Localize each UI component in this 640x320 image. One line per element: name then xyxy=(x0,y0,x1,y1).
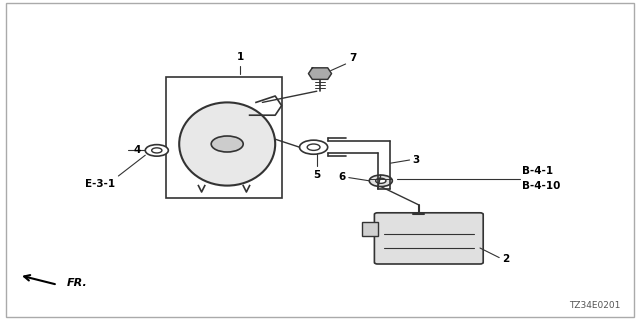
FancyBboxPatch shape xyxy=(374,213,483,264)
Text: TZ34E0201: TZ34E0201 xyxy=(570,301,621,310)
Bar xyxy=(362,222,378,236)
Text: 7: 7 xyxy=(349,53,356,63)
Text: 3: 3 xyxy=(413,155,420,165)
Polygon shape xyxy=(308,68,332,79)
Circle shape xyxy=(145,145,168,156)
Circle shape xyxy=(307,144,320,150)
Text: E-3-1: E-3-1 xyxy=(85,179,115,189)
Bar xyxy=(166,77,282,198)
Circle shape xyxy=(369,175,392,187)
Text: B-4-10: B-4-10 xyxy=(522,180,560,191)
Circle shape xyxy=(376,178,386,183)
Text: 1: 1 xyxy=(236,52,244,62)
Ellipse shape xyxy=(179,102,275,186)
Text: 4: 4 xyxy=(133,145,141,156)
Text: FR.: FR. xyxy=(67,278,88,288)
Circle shape xyxy=(300,140,328,154)
Text: 2: 2 xyxy=(502,254,509,264)
Circle shape xyxy=(211,136,243,152)
Text: B-4-1: B-4-1 xyxy=(522,166,553,176)
Circle shape xyxy=(152,148,162,153)
Text: 5: 5 xyxy=(313,170,321,180)
Text: 6: 6 xyxy=(339,172,346,182)
